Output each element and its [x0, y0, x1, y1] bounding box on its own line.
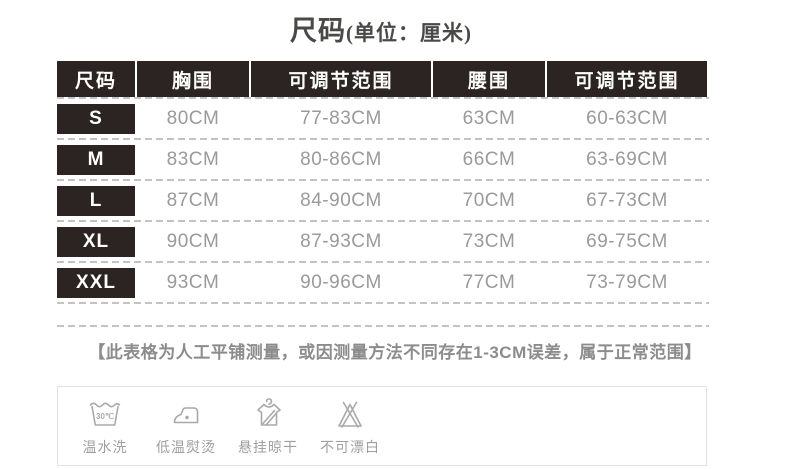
- table-row: M 83CM 80-86CM 66CM 63-69CM: [57, 140, 709, 179]
- title-unit: (单位：厘米): [346, 21, 472, 45]
- row-divider: [57, 97, 709, 99]
- row-divider: [57, 179, 709, 181]
- chest-value: 80CM: [166, 107, 220, 129]
- row-divider: [57, 220, 709, 222]
- header-chest: 胸围: [137, 61, 249, 97]
- waist-range-value: 69-75CM: [586, 230, 668, 252]
- header-waist: 腰围: [433, 61, 545, 97]
- chest-value: 90CM: [166, 230, 220, 252]
- no-bleach-icon: [338, 401, 362, 428]
- care-item-no-bleach: 不可漂白: [320, 396, 380, 457]
- row-divider: [57, 302, 709, 304]
- waist-value: 77CM: [462, 271, 516, 293]
- care-item-hang-dry: 悬挂晾干: [238, 396, 298, 457]
- care-item-iron: 低温熨烫: [156, 396, 216, 457]
- waist-value: 66CM: [462, 148, 516, 170]
- care-label: 悬挂晾干: [238, 438, 298, 455]
- care-instructions-box: 30℃ 温水洗 低温熨烫 悬挂晾干 不可漂白: [57, 386, 707, 466]
- waist-range-value: 63-69CM: [586, 148, 668, 170]
- wash-warm-water-icon: 30℃: [89, 402, 121, 426]
- waist-range-value: 60-63CM: [586, 107, 668, 129]
- table-row: XXL 93CM 90-96CM 77CM 73-79CM: [57, 263, 709, 302]
- waist-value: 63CM: [462, 107, 516, 129]
- title-text: 尺码: [290, 16, 346, 46]
- size-table: 尺码 胸围 可调节范围 腰围 可调节范围 S 80CM 77-83CM 63CM…: [57, 61, 709, 304]
- table-header-row: 尺码 胸围 可调节范围 腰围 可调节范围: [57, 61, 709, 97]
- header-waist-range: 可调节范围: [547, 61, 707, 97]
- chest-range-value: 87-93CM: [300, 230, 382, 252]
- waist-range-value: 73-79CM: [586, 271, 668, 293]
- size-badge: S: [57, 103, 135, 134]
- chest-value: 93CM: [166, 271, 220, 293]
- table-row: S 80CM 77-83CM 63CM 60-63CM: [57, 99, 709, 138]
- chest-range-value: 84-90CM: [300, 189, 382, 211]
- waist-value: 70CM: [462, 189, 516, 211]
- row-divider: [57, 261, 709, 263]
- table-row: XL 90CM 87-93CM 73CM 69-75CM: [57, 222, 709, 261]
- header-size: 尺码: [57, 61, 135, 97]
- size-badge: XXL: [57, 267, 135, 298]
- care-label: 低温熨烫: [156, 438, 216, 455]
- chest-range-value: 77-83CM: [300, 107, 382, 129]
- hang-dry-icon: [257, 397, 281, 426]
- table-row: L 87CM 84-90CM 70CM 67-73CM: [57, 181, 709, 220]
- wash-temp-badge: 30℃: [96, 412, 114, 421]
- size-badge: L: [57, 185, 135, 216]
- size-badge: XL: [57, 226, 135, 257]
- measurement-note: 【此表格为人工平铺测量，或因测量方法不同存在1-3CM误差，属于正常范围】: [88, 343, 702, 362]
- iron-low-temp-icon: [173, 406, 199, 423]
- header-chest-range: 可调节范围: [251, 61, 431, 97]
- row-divider: [57, 138, 709, 140]
- chest-range-value: 80-86CM: [300, 148, 382, 170]
- waist-range-value: 67-73CM: [586, 189, 668, 211]
- care-label: 不可漂白: [320, 438, 380, 455]
- chest-value: 87CM: [166, 189, 220, 211]
- size-badge: M: [57, 144, 135, 175]
- waist-value: 73CM: [462, 230, 516, 252]
- chest-range-value: 90-96CM: [300, 271, 382, 293]
- care-label: 温水洗: [82, 438, 128, 455]
- care-item-wash: 30℃ 温水洗: [76, 396, 134, 457]
- page-title: 尺码(单位：厘米): [0, 0, 776, 48]
- chest-value: 83CM: [166, 148, 220, 170]
- section-divider: [57, 325, 709, 327]
